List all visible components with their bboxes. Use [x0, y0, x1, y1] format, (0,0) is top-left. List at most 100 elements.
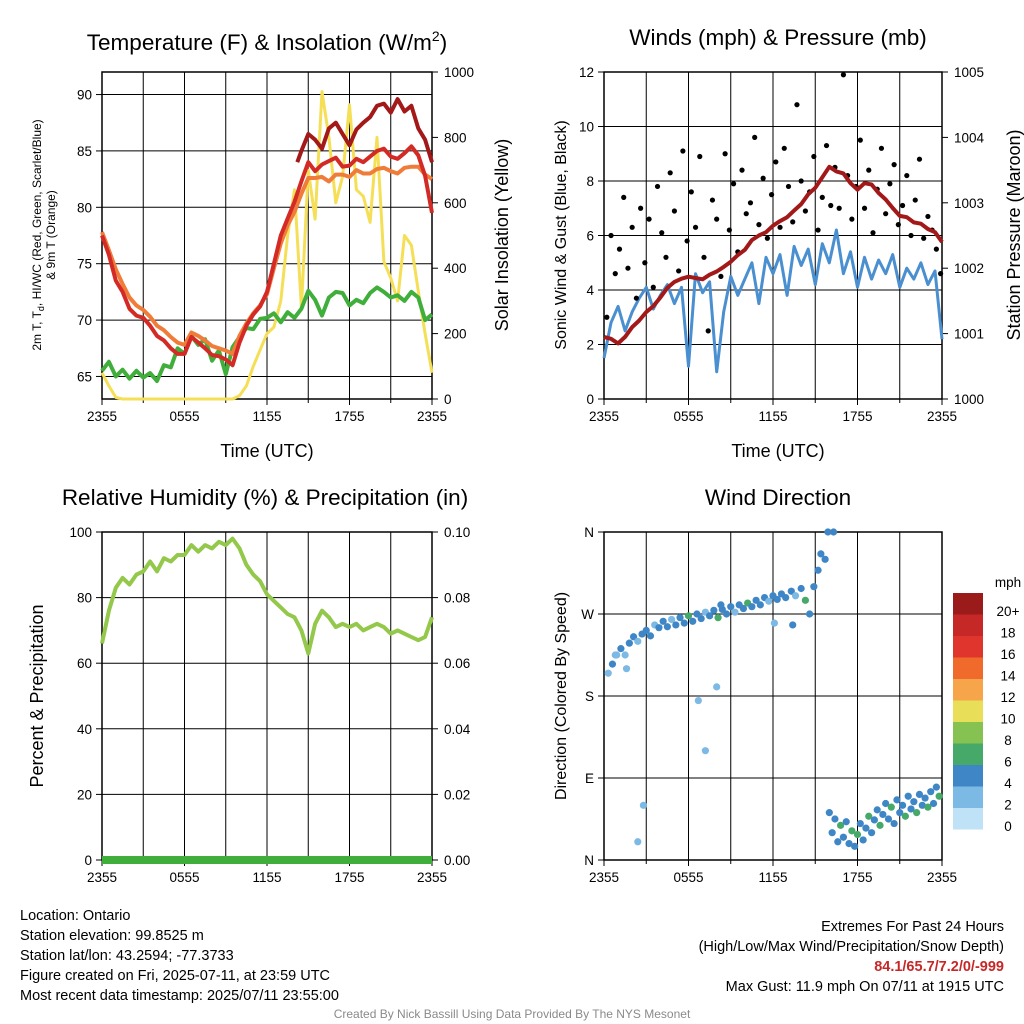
- direction-point: [748, 603, 756, 611]
- extremes-values: 84.1/65.7/7.2/0/-999: [874, 959, 1004, 975]
- direction-point: [935, 792, 943, 800]
- gust-point: [925, 213, 931, 220]
- gust-point: [849, 216, 855, 222]
- gust-point: [646, 216, 652, 222]
- x-tick-label: 2355: [417, 409, 447, 424]
- direction-point: [932, 783, 940, 791]
- gust-point: [608, 232, 614, 239]
- legend-swatch: [953, 700, 983, 722]
- direction-point: [608, 660, 617, 668]
- direction-point: [622, 665, 631, 673]
- direction-point: [806, 610, 814, 618]
- direction-point: [710, 606, 718, 614]
- x-axis-label: Time (UTC): [220, 441, 313, 461]
- legend-swatch: [953, 808, 983, 830]
- gust-point: [659, 230, 665, 236]
- direction-point: [791, 592, 800, 600]
- gust-point: [638, 205, 644, 211]
- chart-title: Relative Humidity (%) & Precipitation (i…: [62, 485, 468, 510]
- gust-point: [612, 271, 618, 277]
- direction-point: [831, 815, 839, 823]
- x-tick-label: 2355: [927, 870, 957, 885]
- series-line-rh: [100, 536, 434, 656]
- direction-point: [824, 528, 832, 536]
- wind-direction-panel: 2355 0555 1155 1755 2355 N E S W N Wind Direction D…: [553, 485, 1021, 885]
- x-tick-label: 2355: [417, 870, 447, 885]
- y-tick-label: N: [584, 525, 594, 540]
- direction-point: [848, 827, 856, 835]
- y-tick-label: W: [581, 607, 594, 622]
- gust-point: [676, 268, 682, 274]
- y-tick-label: E: [585, 771, 594, 786]
- direction-point: [862, 824, 870, 832]
- legend-label: 0: [1004, 819, 1012, 834]
- direction-point: [727, 603, 735, 611]
- x-tick-label: 1155: [758, 409, 787, 424]
- x-tick-label: 2355: [589, 409, 619, 424]
- gust-point: [836, 205, 842, 211]
- legend-title: mph: [995, 575, 1021, 590]
- gust-point: [794, 102, 800, 108]
- gust-point: [747, 200, 754, 206]
- direction-point: [642, 626, 650, 635]
- gust-point: [870, 230, 876, 236]
- legend-label: 12: [1000, 690, 1015, 705]
- x-tick-label: 1755: [334, 870, 364, 885]
- extremes-title: Extremes For Past 24 Hours: [821, 919, 1004, 935]
- direction-point: [739, 604, 748, 613]
- direction-point: [814, 566, 822, 574]
- direction-point: [717, 601, 725, 609]
- x-tick-label: 2355: [927, 409, 957, 424]
- chart-title: Winds (mph) & Pressure (mb): [629, 25, 927, 50]
- chart-title: Temperature (F) & Insolation (W/m2): [87, 28, 447, 55]
- y2-tick-label: 800: [444, 130, 467, 145]
- y-tick-label: 80: [77, 200, 92, 215]
- legend-label: 16: [1000, 647, 1015, 662]
- gust-point: [654, 183, 661, 190]
- y-tick-label: 40: [77, 722, 92, 737]
- direction-point: [617, 645, 625, 653]
- legend-swatch: [953, 722, 983, 744]
- gust-point: [705, 328, 711, 334]
- legend-label: 6: [1004, 754, 1012, 769]
- gust-point: [709, 197, 716, 203]
- gust-point: [921, 235, 927, 241]
- direction-point: [706, 612, 714, 620]
- direction-point: [801, 596, 809, 604]
- gust-point: [785, 183, 792, 190]
- direction-point: [789, 621, 797, 629]
- y2-tick-label: 200: [444, 327, 467, 342]
- gust-point: [887, 181, 893, 187]
- legend-label: 2: [1004, 797, 1012, 812]
- legend-label: 8: [1004, 733, 1012, 748]
- y2-tick-label: 1002: [954, 261, 984, 276]
- y2-tick-label: 0.10: [444, 525, 470, 540]
- direction-point: [693, 610, 701, 618]
- x-tick-label: 1155: [252, 409, 281, 424]
- gust-point: [743, 211, 749, 217]
- gust-point: [684, 238, 690, 244]
- series-line-insolation: [100, 90, 434, 401]
- gust-point: [629, 224, 635, 230]
- winds-panel: 2355 0555 1155 1755 2355 0 2 4 6 8 10 12 1000 1001 100…: [553, 25, 1024, 461]
- gust-point: [650, 284, 656, 290]
- y2-tick-label: 0.04: [444, 722, 471, 737]
- x-tick-label: 1155: [758, 870, 787, 885]
- y-tick-label: 0: [84, 853, 92, 868]
- direction-point: [904, 792, 912, 800]
- gust-point: [777, 224, 783, 230]
- y-axis-label-line2: & 9m T (Orange): [44, 190, 58, 280]
- direction-point: [907, 805, 915, 813]
- direction-point: [714, 614, 722, 622]
- direction-point: [865, 812, 873, 820]
- x-tick-label: 1755: [842, 870, 872, 885]
- gust-point: [692, 224, 699, 230]
- direction-point: [663, 623, 671, 631]
- y2-tick-label: 1001: [954, 327, 984, 342]
- gust-point: [680, 148, 686, 154]
- gust-point: [811, 153, 817, 160]
- y-tick-label: 4: [586, 283, 594, 298]
- direction-point: [680, 619, 688, 627]
- direction-point: [910, 798, 918, 806]
- y2-tick-label: 1004: [954, 130, 985, 145]
